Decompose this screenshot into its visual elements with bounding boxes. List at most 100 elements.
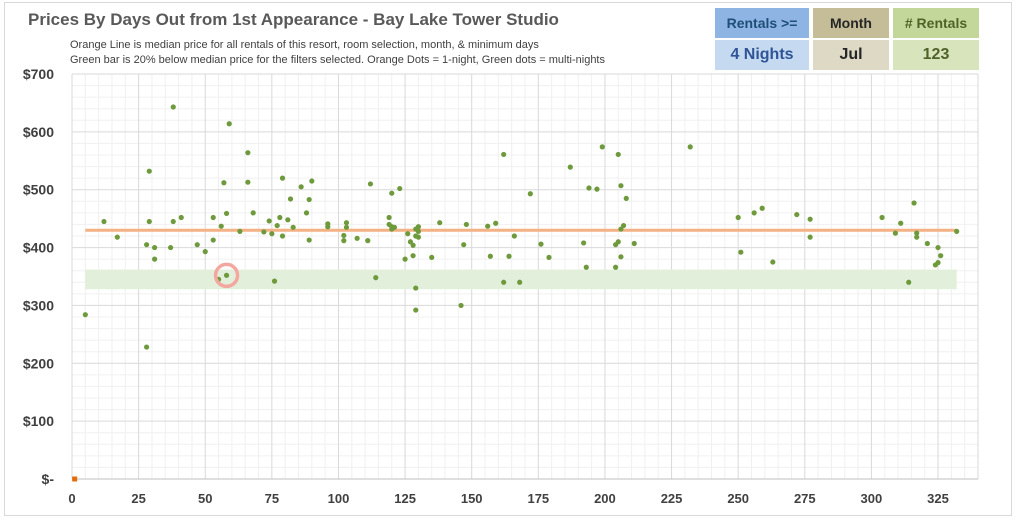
y-tick-label: $300	[23, 297, 54, 313]
kpi-rentals-min-value: 4 Nights	[715, 40, 809, 70]
data-point	[415, 234, 422, 240]
data-point	[538, 241, 544, 247]
subtitle-line-2: Green bar is 20% below median price for …	[70, 54, 605, 66]
x-tick-label: 50	[198, 491, 212, 506]
data-point	[751, 210, 757, 216]
data-point	[218, 223, 224, 229]
data-point	[144, 344, 150, 350]
data-point	[879, 214, 885, 221]
data-point	[618, 254, 624, 260]
chart-title: Prices By Days Out from 1st Appearance -…	[28, 10, 559, 29]
data-point	[167, 244, 174, 251]
data-point	[615, 239, 621, 245]
kpi-month-value: Jul	[813, 40, 889, 70]
data-point	[223, 210, 230, 217]
axes: $- $100 $200 $300 $400 $500 $600 $700 0 25 50 75 100…	[23, 66, 978, 506]
data-point	[581, 240, 587, 246]
x-tick-label: 25	[131, 491, 145, 506]
x-tick-label: 200	[594, 491, 616, 506]
kpi-month-header: Month	[813, 8, 889, 38]
data-point	[620, 222, 627, 229]
data-point	[437, 220, 443, 226]
data-points	[72, 104, 960, 482]
data-point	[567, 164, 573, 170]
y-tick-label: $700	[23, 66, 54, 82]
data-point	[911, 200, 917, 206]
data-point	[458, 302, 464, 309]
data-point	[461, 242, 467, 248]
y-tick-label: $600	[23, 124, 54, 140]
deal-band	[85, 269, 957, 290]
subtitle-line-1: Orange Line is median price for all rent…	[70, 39, 539, 51]
data-point	[517, 279, 523, 285]
data-point	[226, 121, 232, 127]
y-tick-label: $400	[23, 240, 54, 256]
data-point	[618, 183, 624, 189]
kpi-count-value: 123	[893, 40, 979, 70]
data-point	[269, 231, 275, 237]
data-point	[306, 237, 312, 243]
kpi-rentals-min-header: Rentals >=	[715, 8, 809, 38]
data-point	[210, 214, 216, 221]
data-point	[354, 235, 360, 241]
data-point	[303, 210, 310, 216]
data-point	[415, 228, 422, 234]
data-point	[506, 253, 512, 259]
data-point	[906, 279, 912, 285]
x-tick-label: 250	[727, 491, 749, 506]
data-point	[924, 240, 930, 247]
data-point	[152, 256, 158, 262]
data-point	[527, 191, 533, 197]
data-point	[487, 253, 493, 259]
data-point	[146, 218, 152, 225]
x-tick-label: 175	[527, 491, 549, 506]
data-point	[770, 259, 776, 265]
data-point	[101, 218, 107, 225]
highlight-ring	[213, 262, 240, 289]
data-point	[245, 179, 251, 185]
kpi-count-header: # Rentals	[893, 8, 979, 38]
data-point	[290, 224, 296, 230]
data-point	[599, 144, 605, 150]
data-point	[405, 231, 411, 237]
data-point	[298, 184, 304, 190]
data-point	[954, 228, 960, 234]
data-point	[279, 175, 286, 181]
data-point	[501, 279, 507, 285]
data-point	[738, 249, 744, 255]
data-point	[615, 151, 621, 158]
data-point	[341, 238, 347, 244]
data-point	[271, 278, 278, 284]
data-point	[485, 223, 491, 229]
data-point	[170, 218, 176, 225]
data-point	[402, 256, 408, 262]
x-tick-label: 275	[794, 491, 816, 506]
data-point	[325, 224, 331, 230]
x-tick-label: 150	[461, 491, 483, 506]
highlight-layer	[213, 262, 240, 289]
kpi-count: # Rentals 123	[893, 8, 979, 70]
data-point	[245, 150, 251, 156]
data-point	[898, 220, 904, 226]
y-tick-label: $200	[23, 355, 54, 371]
y-tick-label: $500	[23, 182, 54, 198]
x-tick-label: 325	[927, 491, 949, 506]
x-tick-label: 300	[861, 491, 883, 506]
data-point	[391, 224, 398, 230]
data-point	[413, 285, 419, 291]
kpi-month: Month Jul	[813, 8, 889, 70]
x-tick-label: 75	[265, 491, 279, 506]
data-point	[194, 242, 200, 248]
chart-frame	[4, 2, 1012, 516]
data-point	[114, 234, 120, 240]
data-point	[415, 224, 422, 230]
data-point	[274, 222, 280, 229]
data-point	[583, 264, 589, 270]
kpi-rentals-min: Rentals >= 4 Nights	[715, 8, 809, 70]
data-point	[285, 217, 291, 223]
data-point	[413, 307, 419, 313]
data-point	[373, 275, 379, 281]
data-point	[279, 233, 286, 239]
data-point	[511, 233, 517, 239]
data-point	[202, 249, 208, 255]
